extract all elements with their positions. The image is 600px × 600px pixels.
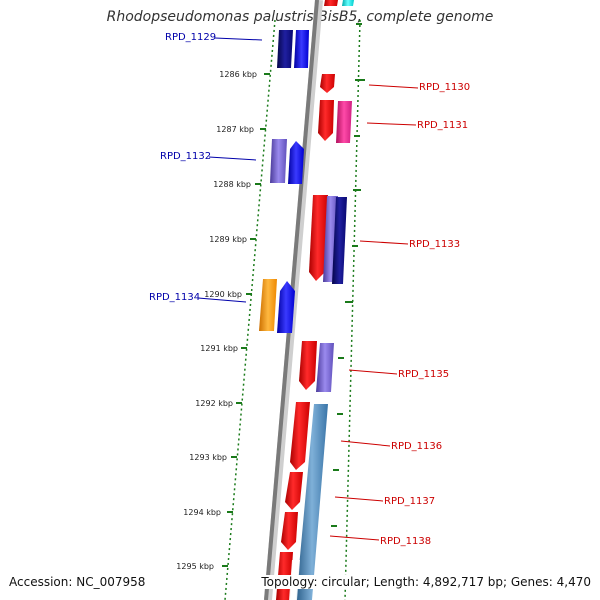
gene-rpd-1137[interactable] [285, 472, 303, 510]
ruler-label: 1289 kbp [209, 235, 247, 244]
ruler-label: 1295 kbp [176, 562, 214, 571]
gene-rpd-1133c[interactable] [332, 197, 347, 284]
gene-label-rpd-1130[interactable]: RPD_1130 [419, 82, 470, 93]
gene-cyan-top[interactable] [342, 0, 354, 6]
ruler-ticks [222, 73, 270, 567]
gene-rpd-1129a[interactable] [277, 30, 293, 68]
outer-ring-line [344, 19, 361, 600]
gene-rpd-1131b[interactable] [336, 101, 352, 143]
gene-label-rpd-1137[interactable]: RPD_1137 [384, 496, 435, 507]
gene-label-rpd-1129[interactable]: RPD_1129 [165, 32, 216, 43]
gene-label-rpd-1135[interactable]: RPD_1135 [398, 369, 449, 380]
ruler-label: 1292 kbp [195, 399, 233, 408]
gene-rpd-1133a[interactable] [309, 195, 328, 281]
accession-text: Accession: NC_007958 [9, 575, 146, 589]
gene-steel-long[interactable] [296, 404, 328, 600]
gene-label-rpd-1133[interactable]: RPD_1133 [409, 239, 460, 250]
ruler-label: 1294 kbp [183, 508, 221, 517]
gene-rpd-1138[interactable] [281, 512, 298, 550]
gene-label-rpd-1131[interactable]: RPD_1131 [417, 120, 468, 131]
gene-rpd-1132b[interactable] [288, 141, 304, 184]
map-title: Rhodopseudomonas palustris BisB5, comple… [106, 9, 494, 25]
gene-label-rpd-1136[interactable]: RPD_1136 [391, 441, 442, 452]
gene-label-rpd-1138[interactable]: RPD_1138 [380, 536, 431, 547]
gene-rpd-1135b[interactable] [316, 343, 334, 392]
gene-red-top[interactable] [324, 0, 338, 6]
ruler-label: 1287 kbp [216, 125, 254, 134]
ruler-label: 1290 kbp [204, 290, 242, 299]
gene-rpd-1134a[interactable] [259, 279, 277, 331]
gene-rpd-1136[interactable] [290, 402, 310, 470]
gene-rpd-1130[interactable] [320, 74, 335, 93]
gene-rpd-1134b[interactable] [277, 281, 295, 333]
gene-rpd-1131a[interactable] [318, 100, 334, 141]
ruler-label: 1291 kbp [200, 344, 238, 353]
outer-ticks [329, 23, 365, 583]
label-connectors [197, 37, 419, 541]
gene-rpd-1132a[interactable] [270, 139, 287, 183]
gene-labels: RPD_1129 RPD_1130 RPD_1131 RPD_1132 RPD_… [149, 32, 470, 547]
gene-label-rpd-1134[interactable]: RPD_1134 [149, 292, 200, 303]
ruler-label: 1286 kbp [219, 70, 257, 79]
gene-label-rpd-1132[interactable]: RPD_1132 [160, 151, 211, 162]
gene-rpd-1135a[interactable] [299, 341, 317, 390]
ruler-label: 1293 kbp [189, 453, 227, 462]
reverse-strand-genes [259, 30, 309, 333]
ruler-labels: 1286 kbp 1287 kbp 1288 kbp 1289 kbp 1290… [176, 70, 257, 571]
ruler-label: 1288 kbp [213, 180, 251, 189]
gene-rpd-1129b[interactable] [294, 30, 309, 68]
topology-text: Topology: circular; Length: 4,892,717 bp… [257, 575, 591, 589]
ruler-line [224, 19, 276, 600]
